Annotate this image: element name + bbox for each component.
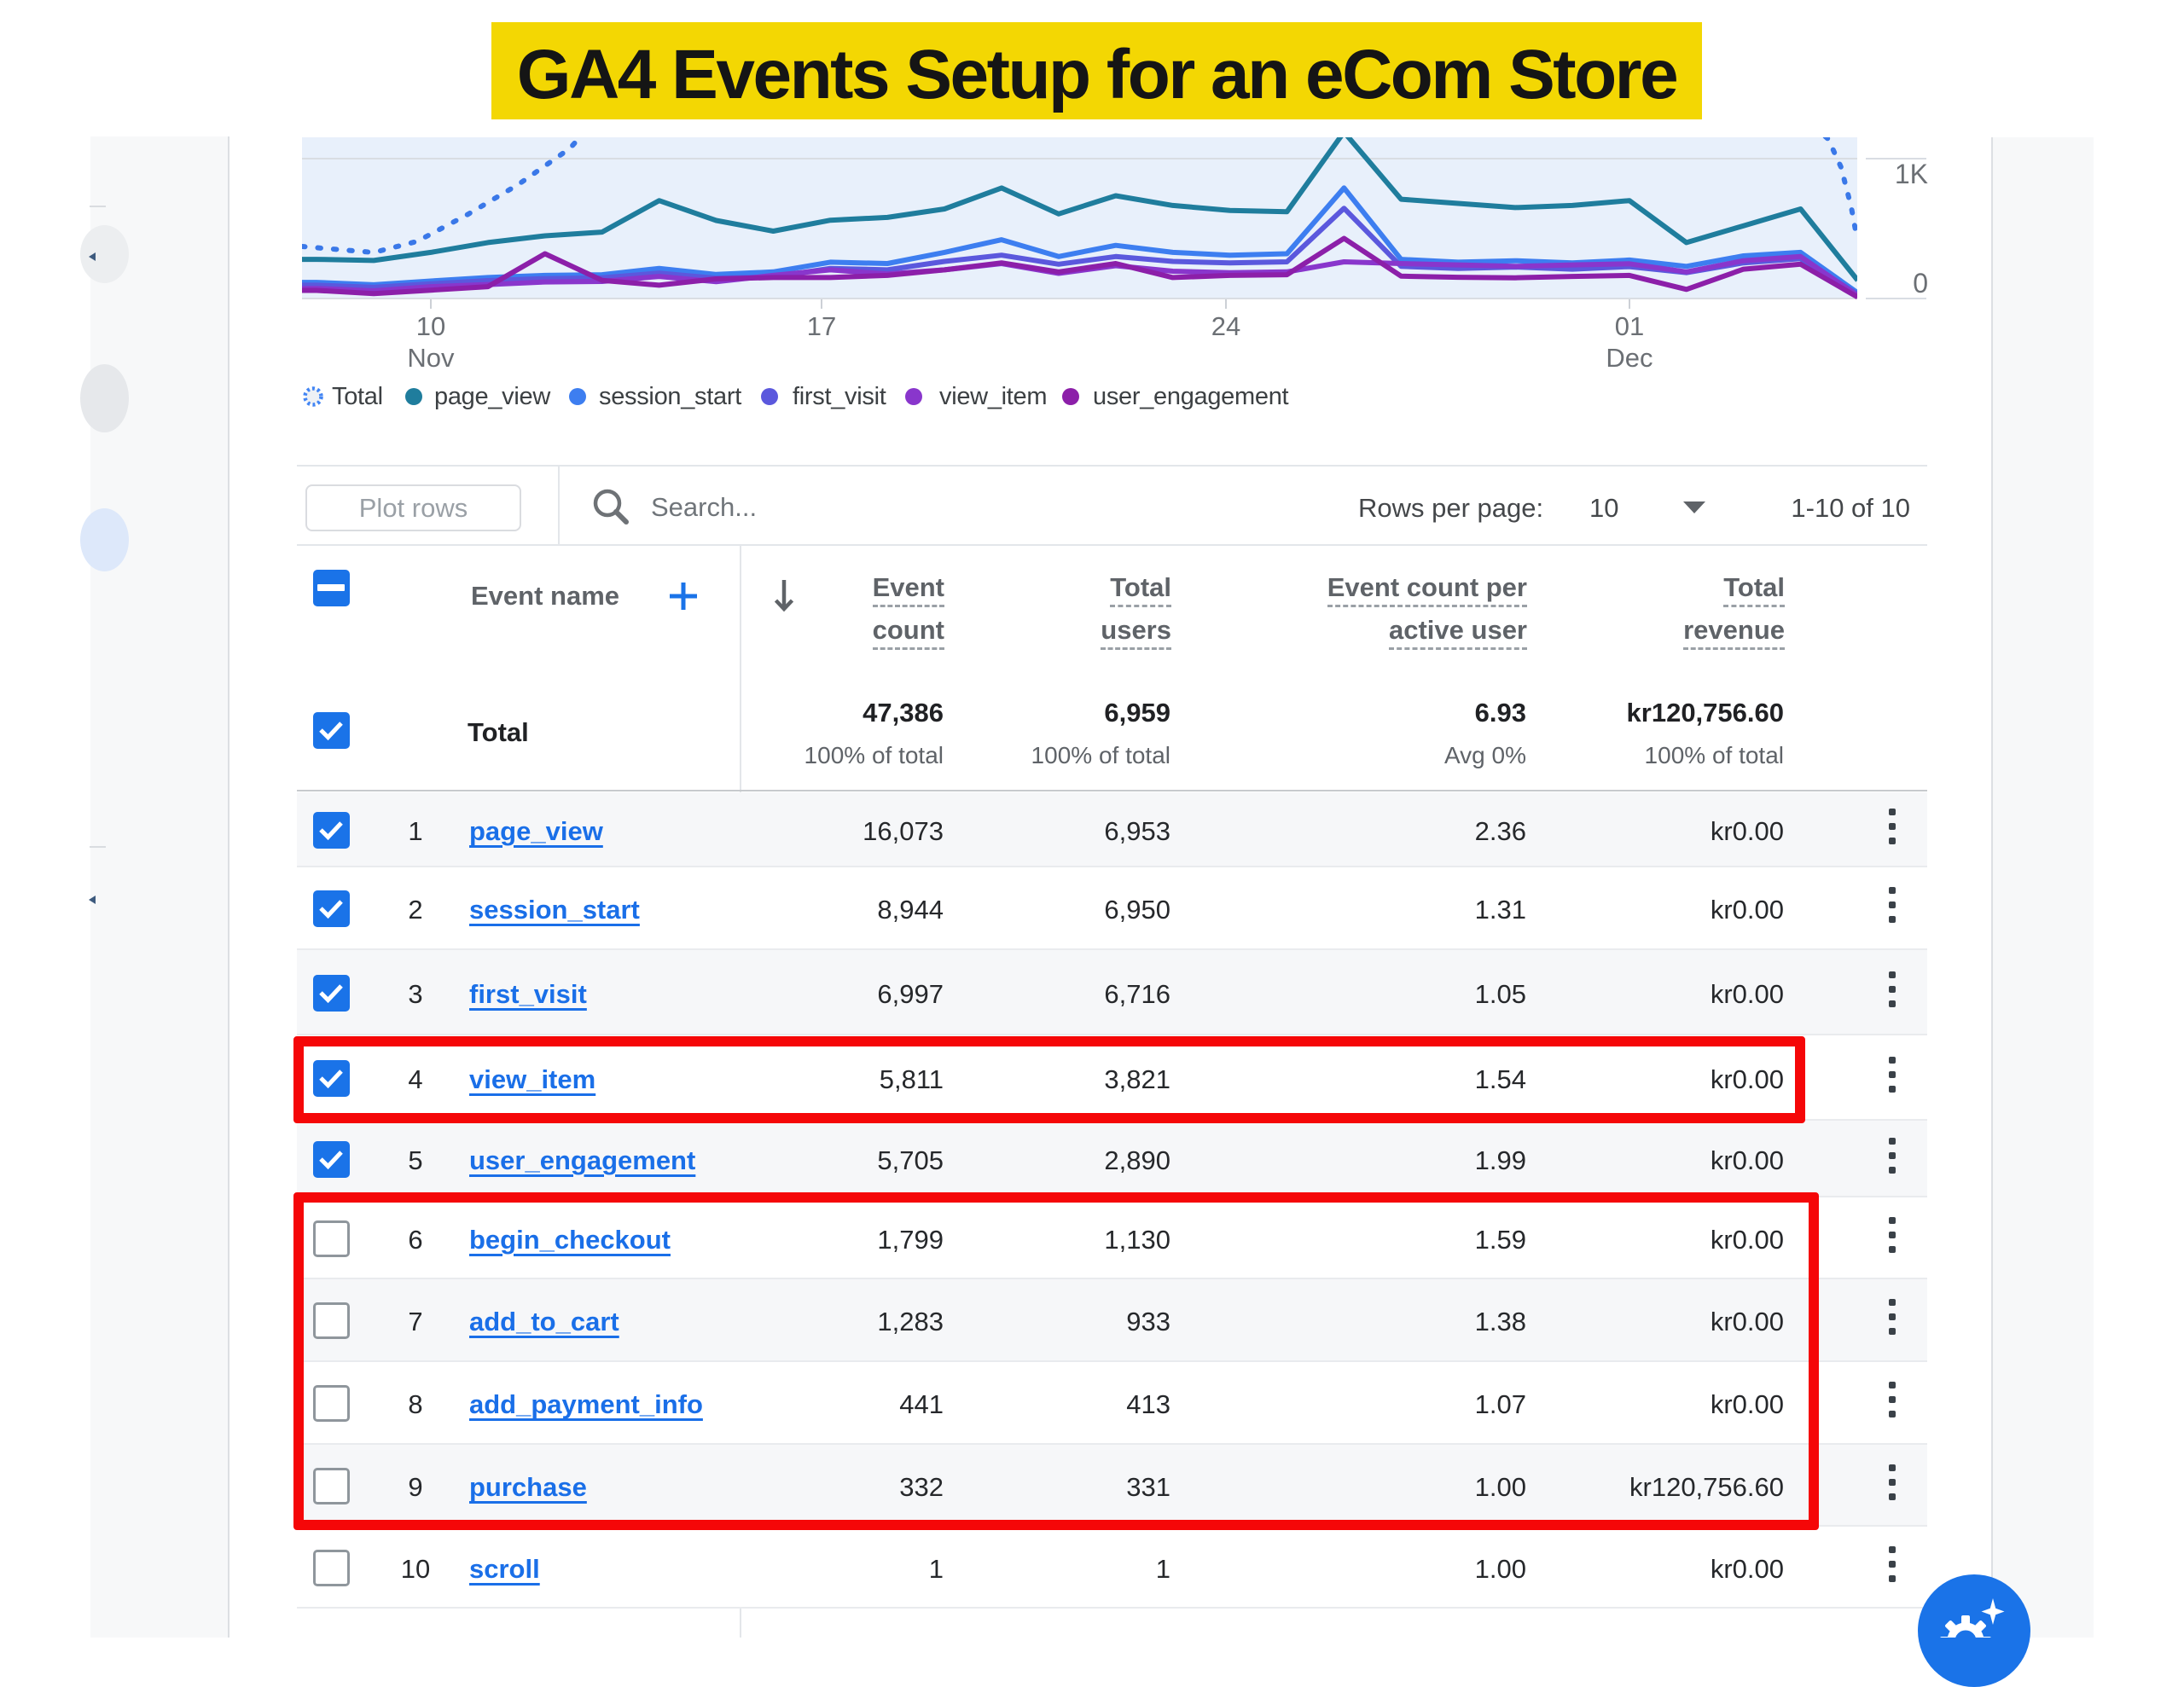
svg-text:24: 24 <box>1211 311 1240 341</box>
svg-text:01: 01 <box>1615 311 1644 341</box>
svg-text:10: 10 <box>416 311 445 341</box>
svg-text:0: 0 <box>1913 268 1928 299</box>
svg-text:Nov: Nov <box>407 343 455 373</box>
svg-text:17: 17 <box>807 311 836 341</box>
svg-text:Dec: Dec <box>1606 343 1653 373</box>
svg-text:1K: 1K <box>1895 159 1928 189</box>
